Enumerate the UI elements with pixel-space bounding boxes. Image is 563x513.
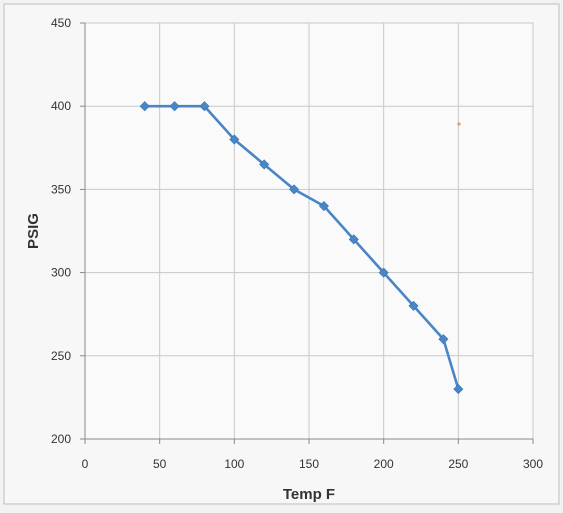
- y-axis-label: PSIG: [25, 213, 42, 249]
- x-tick-label: 150: [299, 457, 319, 471]
- data-point-marker: [199, 101, 210, 112]
- y-tick-label: 450: [51, 16, 71, 30]
- x-tick-label: 50: [153, 457, 167, 471]
- tick-labels: 0 50 100 150 200 250 300 200 250 300 350 400 450: [51, 16, 543, 471]
- stray-dot: [457, 122, 461, 126]
- x-tick-label: 200: [374, 457, 394, 471]
- x-tick-label: 0: [82, 457, 89, 471]
- data-point-marker: [289, 184, 300, 195]
- x-tick-label: 250: [448, 457, 468, 471]
- x-tick-label: 100: [224, 457, 244, 471]
- series-layer: [139, 101, 464, 395]
- y-tick-label: 200: [51, 432, 71, 446]
- y-tick-label: 250: [51, 349, 71, 363]
- data-point-marker: [348, 234, 359, 245]
- grid-lines: [85, 22, 534, 439]
- data-point-marker: [453, 384, 464, 395]
- axes: [80, 22, 534, 444]
- y-tick-label: 400: [51, 99, 71, 113]
- y-tick-label: 300: [51, 266, 71, 280]
- x-tick-label: 300: [523, 457, 543, 471]
- data-point-marker: [229, 134, 240, 145]
- data-point-marker: [169, 101, 180, 112]
- data-point-marker: [408, 300, 419, 311]
- y-tick-label: 350: [51, 182, 71, 196]
- data-point-marker: [378, 267, 389, 278]
- data-point-marker: [318, 201, 329, 212]
- data-point-marker: [139, 101, 150, 112]
- data-point-marker: [438, 334, 449, 345]
- data-point-marker: [259, 159, 270, 170]
- x-axis-label: Temp F: [283, 486, 335, 503]
